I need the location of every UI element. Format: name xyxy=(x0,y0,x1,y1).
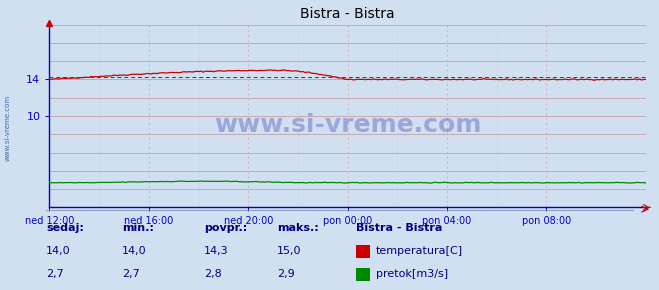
Text: sedaj:: sedaj: xyxy=(46,223,84,233)
Text: 2,9: 2,9 xyxy=(277,269,295,279)
Text: www.si-vreme.com: www.si-vreme.com xyxy=(4,95,11,161)
Text: 2,8: 2,8 xyxy=(204,269,222,279)
Text: pretok[m3/s]: pretok[m3/s] xyxy=(376,269,447,279)
Text: povpr.:: povpr.: xyxy=(204,223,248,233)
Text: Bistra - Bistra: Bistra - Bistra xyxy=(356,223,442,233)
Text: 2,7: 2,7 xyxy=(122,269,140,279)
Text: 14,0: 14,0 xyxy=(46,246,71,256)
Text: min.:: min.: xyxy=(122,223,154,233)
Text: 15,0: 15,0 xyxy=(277,246,301,256)
Text: 14,3: 14,3 xyxy=(204,246,229,256)
Text: temperatura[C]: temperatura[C] xyxy=(376,246,463,256)
Text: maks.:: maks.: xyxy=(277,223,318,233)
Text: 14,0: 14,0 xyxy=(122,246,146,256)
Text: 2,7: 2,7 xyxy=(46,269,64,279)
Title: Bistra - Bistra: Bistra - Bistra xyxy=(301,7,395,21)
Text: www.si-vreme.com: www.si-vreme.com xyxy=(214,113,481,137)
